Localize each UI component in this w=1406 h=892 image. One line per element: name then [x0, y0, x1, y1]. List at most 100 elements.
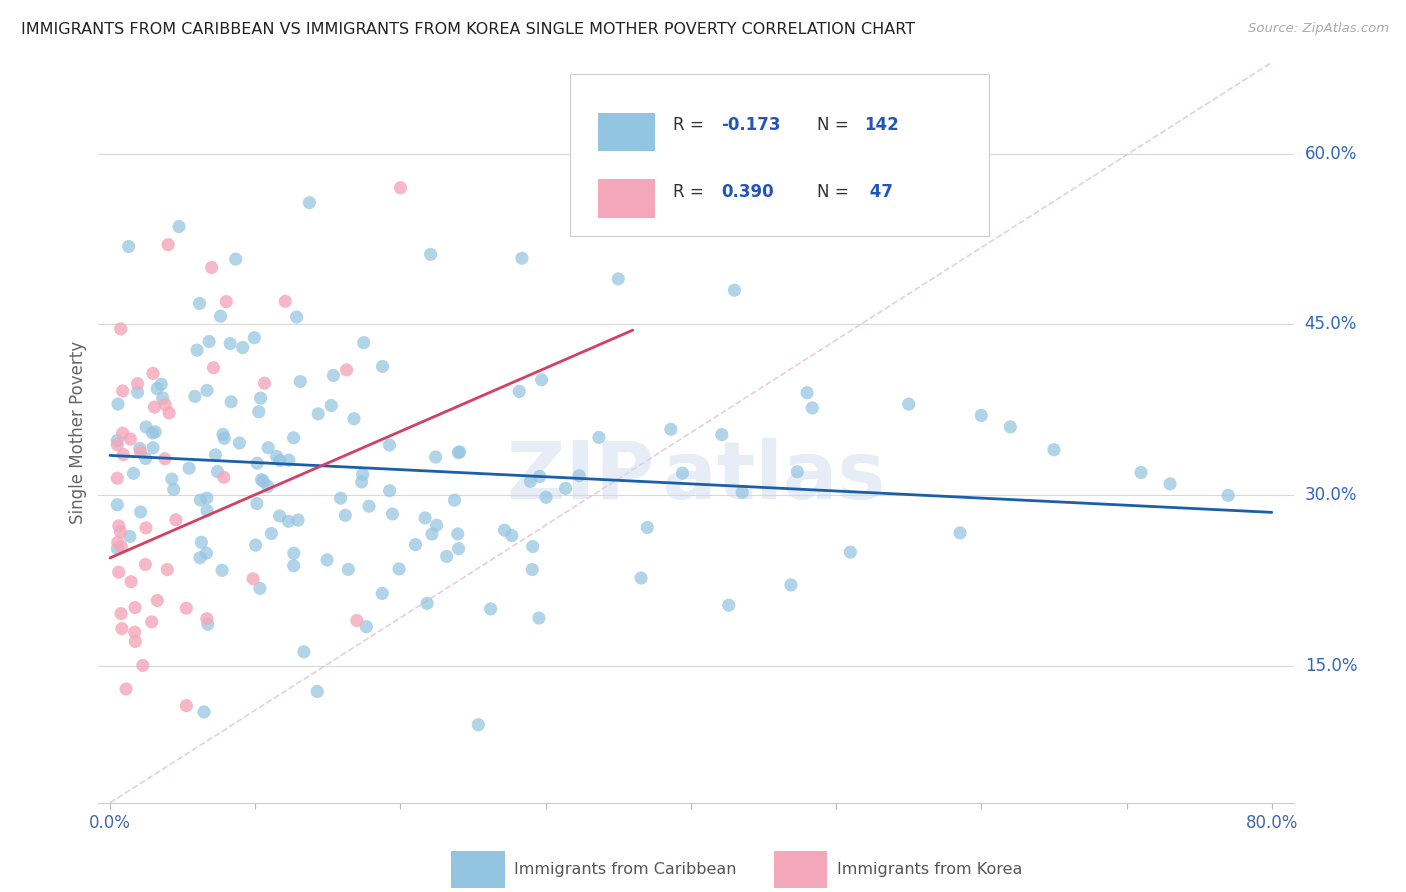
- Point: [167, 219, 190, 234]
- Point: [447, 541, 470, 556]
- Point: [731, 485, 754, 500]
- Point: [346, 614, 368, 628]
- Point: [287, 513, 309, 527]
- Point: [350, 475, 373, 489]
- Point: [242, 572, 264, 586]
- Point: [195, 491, 218, 505]
- Point: [110, 540, 132, 554]
- Point: [228, 436, 250, 450]
- Point: [105, 541, 128, 556]
- Point: [283, 546, 305, 560]
- Point: [607, 272, 630, 286]
- Point: [111, 622, 134, 636]
- Point: [115, 681, 138, 696]
- Point: [105, 434, 128, 448]
- Point: [252, 475, 274, 489]
- Point: [1159, 476, 1181, 491]
- Point: [388, 562, 411, 576]
- Point: [659, 422, 682, 436]
- Point: [105, 498, 128, 512]
- Point: [163, 483, 186, 497]
- Point: [588, 430, 610, 444]
- Point: [124, 634, 146, 648]
- Point: [527, 611, 550, 625]
- Point: [225, 252, 247, 266]
- Point: [290, 375, 312, 389]
- Text: IMMIGRANTS FROM CARIBBEAN VS IMMIGRANTS FROM KOREA SINGLE MOTHER POVERTY CORRELA: IMMIGRANTS FROM CARIBBEAN VS IMMIGRANTS …: [21, 22, 915, 37]
- Point: [127, 376, 149, 391]
- Point: [378, 483, 401, 498]
- Point: [522, 540, 544, 554]
- Point: [195, 384, 218, 398]
- Point: [257, 441, 280, 455]
- Point: [146, 382, 169, 396]
- Point: [443, 493, 465, 508]
- Point: [269, 453, 291, 467]
- Point: [105, 438, 128, 452]
- Point: [197, 617, 219, 632]
- Point: [283, 431, 305, 445]
- Point: [292, 645, 315, 659]
- Point: [204, 448, 226, 462]
- Point: [321, 399, 343, 413]
- Point: [353, 335, 375, 350]
- Point: [405, 538, 427, 552]
- Text: N =: N =: [817, 116, 853, 135]
- Point: [128, 442, 150, 456]
- Text: Immigrants from Caribbean: Immigrants from Caribbean: [515, 862, 737, 877]
- Point: [371, 359, 394, 374]
- Point: [243, 331, 266, 345]
- Point: [209, 309, 232, 323]
- Point: [212, 431, 235, 445]
- Point: [250, 473, 273, 487]
- Point: [389, 180, 412, 194]
- Point: [160, 472, 183, 486]
- Point: [117, 239, 139, 253]
- Point: [378, 438, 401, 452]
- Point: [949, 525, 972, 540]
- Point: [425, 450, 447, 464]
- Point: [135, 451, 157, 466]
- Point: [970, 409, 993, 423]
- Point: [112, 448, 135, 462]
- Point: [277, 453, 299, 467]
- Point: [142, 441, 165, 455]
- Point: [253, 376, 276, 391]
- Y-axis label: Single Mother Poverty: Single Mother Poverty: [69, 341, 87, 524]
- Point: [710, 427, 733, 442]
- Point: [143, 400, 166, 414]
- Point: [335, 508, 357, 523]
- Point: [426, 518, 449, 533]
- Point: [420, 527, 443, 541]
- Point: [150, 377, 173, 392]
- Point: [307, 684, 329, 698]
- Point: [188, 493, 211, 508]
- Point: [277, 514, 299, 528]
- Point: [195, 612, 218, 626]
- Point: [322, 368, 344, 383]
- Point: [534, 491, 557, 505]
- Point: [249, 391, 271, 405]
- FancyBboxPatch shape: [571, 73, 988, 236]
- Point: [195, 504, 218, 518]
- Point: [135, 420, 157, 434]
- Point: [413, 511, 436, 525]
- Point: [107, 519, 129, 533]
- Point: [188, 550, 211, 565]
- Point: [449, 445, 471, 459]
- Point: [246, 497, 269, 511]
- Text: R =: R =: [673, 183, 709, 201]
- Point: [329, 491, 352, 506]
- Point: [508, 384, 530, 399]
- Point: [146, 593, 169, 607]
- Point: [110, 607, 132, 621]
- Point: [636, 520, 658, 534]
- Point: [177, 461, 200, 475]
- Point: [381, 507, 404, 521]
- Point: [269, 508, 291, 523]
- Point: [630, 571, 652, 585]
- Point: [274, 294, 297, 309]
- Point: [153, 451, 176, 466]
- Point: [118, 529, 141, 543]
- Point: [155, 398, 177, 412]
